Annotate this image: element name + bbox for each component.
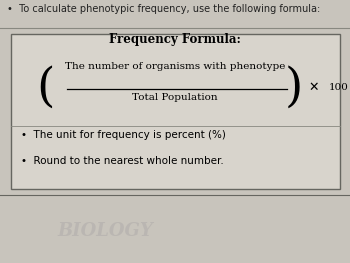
Text: Frequency Formula:: Frequency Formula:: [109, 33, 241, 46]
Bar: [10, 34, 340, 189]
Text: •  The unit for frequency is percent (%): • The unit for frequency is percent (%): [21, 130, 226, 140]
Text: (: (: [36, 65, 55, 111]
Text: BIOLOGY: BIOLOGY: [57, 222, 153, 240]
Text: The number of organisms with phenotype: The number of organisms with phenotype: [65, 62, 285, 71]
Text: 100: 100: [329, 83, 349, 92]
Text: Total Population: Total Population: [132, 93, 218, 102]
Text: •  To calculate phenotypic frequency, use the following formula:: • To calculate phenotypic frequency, use…: [7, 4, 320, 14]
Text: ): ): [285, 65, 303, 111]
Text: ✕: ✕: [308, 81, 318, 94]
Text: •  Round to the nearest whole number.: • Round to the nearest whole number.: [21, 156, 224, 166]
